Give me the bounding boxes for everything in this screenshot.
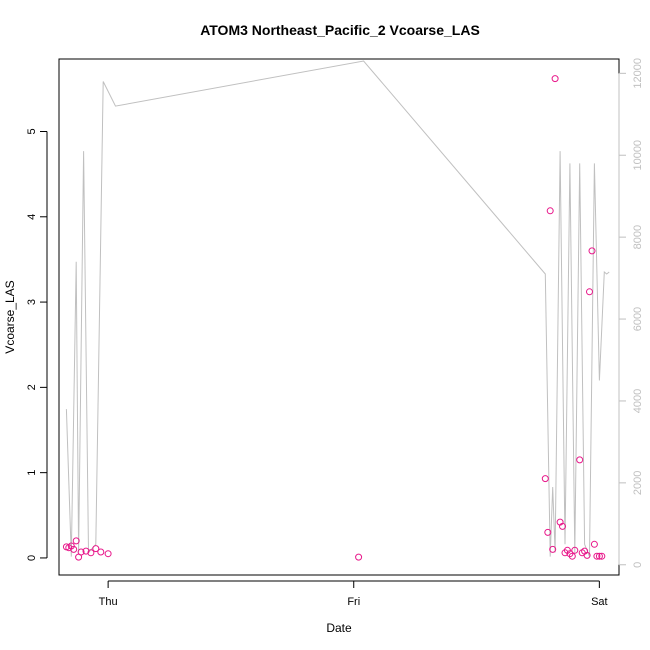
data-point [87,549,95,557]
y-axis-left: 0 1 2 3 4 5 [26,128,48,561]
data-point [593,552,601,560]
y2-tick-label: 12000 [632,58,644,89]
data-point [590,540,598,548]
y-tick-label: 4 [26,214,38,220]
data-point [595,552,603,560]
y2-tick-label: 8000 [632,225,644,249]
y-tick-label: 0 [26,555,38,561]
y2-tick-label: 4000 [632,389,644,413]
data-point [571,546,579,554]
data-point [549,545,557,553]
x-tick-label: Thu [99,596,118,608]
y2-tick-label: 2000 [632,471,644,495]
series-points-group [62,75,606,561]
y2-tick-label: 0 [632,562,644,568]
chart-title: ATOM3 Northeast_Pacific_2 Vcoarse_LAS [200,22,480,38]
data-point [77,548,85,556]
x-axis: Thu Fri Sat [99,580,608,608]
y-tick-label: 3 [26,299,38,305]
series-line [65,60,610,557]
data-point [551,75,559,83]
y2-tick-label: 10000 [632,140,644,171]
data-point [97,548,105,556]
data-point [586,288,593,296]
series-line-group [65,60,610,557]
y2-tick-label: 6000 [632,307,644,331]
data-point [104,550,112,558]
data-point [559,522,566,530]
data-point [598,552,606,560]
data-point [355,553,363,561]
plot-area [58,58,620,576]
y-tick-label: 5 [26,128,38,134]
data-point [588,247,596,255]
data-point [72,537,80,545]
data-point [546,207,554,215]
data-point [544,528,552,536]
data-point [576,456,584,464]
x-tick-label: Fri [347,596,360,608]
data-point [92,545,100,553]
data-point [82,547,90,555]
data-point [541,475,549,483]
data-point [70,545,78,553]
y-axis-right: 0 2000 4000 6000 8000 10000 12000 [618,58,644,568]
data-point [583,551,591,559]
y-axis-label: Vcoarse_LAS [3,280,17,353]
x-axis-label: Date [326,621,352,635]
x-tick-label: Sat [591,596,608,608]
y-tick-label: 1 [26,470,38,476]
y-tick-label: 2 [26,384,38,390]
data-point [568,552,576,560]
